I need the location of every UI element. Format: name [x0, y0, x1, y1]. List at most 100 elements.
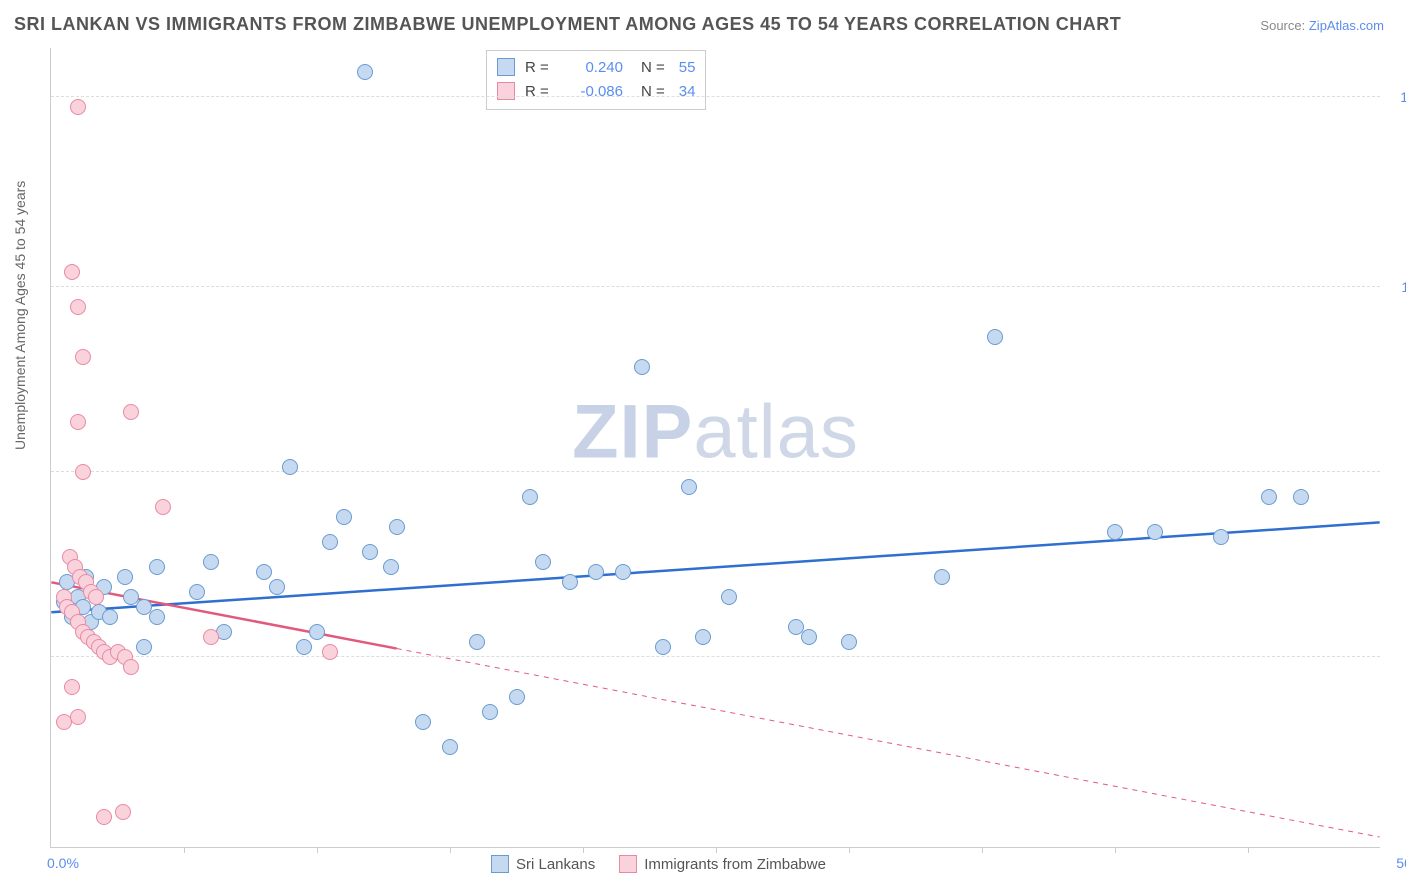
gridline [51, 471, 1380, 472]
data-point [96, 809, 112, 825]
data-point [1213, 529, 1229, 545]
data-point [117, 569, 133, 585]
data-point [155, 499, 171, 515]
series-legend-item: Sri Lankans [491, 855, 595, 873]
legend-row: R =-0.086N =34 [497, 79, 695, 103]
source-link[interactable]: ZipAtlas.com [1309, 18, 1384, 33]
data-point [70, 709, 86, 725]
data-point [149, 559, 165, 575]
x-tick-label: 50.0% [1396, 855, 1406, 871]
x-tick [716, 847, 717, 853]
data-point [442, 739, 458, 755]
data-point [615, 564, 631, 580]
watermark: ZIPatlas [572, 388, 859, 475]
gridline [51, 656, 1380, 657]
y-tick-label: 3.8% [1385, 649, 1406, 665]
data-point [123, 659, 139, 675]
chart-title: SRI LANKAN VS IMMIGRANTS FROM ZIMBABWE U… [14, 14, 1121, 35]
watermark-bold: ZIP [572, 389, 693, 474]
plot-area: ZIPatlas R =0.240N =55R =-0.086N =34 Sri… [50, 48, 1380, 848]
source-label: Source: [1260, 18, 1305, 33]
data-point [322, 534, 338, 550]
data-point [282, 459, 298, 475]
series-name: Sri Lankans [516, 856, 595, 873]
data-point [336, 509, 352, 525]
data-point [296, 639, 312, 655]
data-point [136, 639, 152, 655]
data-point [1293, 489, 1309, 505]
data-point [987, 329, 1003, 345]
legend-n-value: 55 [679, 59, 696, 76]
y-tick-label: 11.2% [1385, 279, 1406, 295]
data-point [1147, 524, 1163, 540]
data-point [634, 359, 650, 375]
legend-r-label: R = [525, 59, 553, 76]
data-point [115, 804, 131, 820]
data-point [203, 554, 219, 570]
y-tick-label: 15.0% [1385, 89, 1406, 105]
watermark-light: atlas [693, 389, 859, 474]
data-point [70, 414, 86, 430]
x-tick [1248, 847, 1249, 853]
trend-line [51, 522, 1379, 612]
trend-line-dashed [397, 649, 1380, 837]
x-tick [1115, 847, 1116, 853]
legend-n-label: N = [641, 59, 665, 76]
data-point [75, 349, 91, 365]
x-tick [583, 847, 584, 853]
data-point [70, 299, 86, 315]
data-point [681, 479, 697, 495]
data-point [64, 679, 80, 695]
data-point [88, 589, 104, 605]
data-point [269, 579, 285, 595]
x-tick [849, 847, 850, 853]
x-tick [982, 847, 983, 853]
data-point [841, 634, 857, 650]
data-point [1107, 524, 1123, 540]
x-tick [184, 847, 185, 853]
x-tick [317, 847, 318, 853]
trend-lines-layer [51, 48, 1380, 847]
data-point [383, 559, 399, 575]
data-point [562, 574, 578, 590]
series-name: Immigrants from Zimbabwe [644, 856, 826, 873]
legend-swatch [497, 82, 515, 100]
data-point [389, 519, 405, 535]
data-point [123, 404, 139, 420]
data-point [309, 624, 325, 640]
source-attribution: Source: ZipAtlas.com [1260, 18, 1384, 33]
data-point [357, 64, 373, 80]
data-point [75, 464, 91, 480]
series-legend: Sri Lankans Immigrants from Zimbabwe [491, 855, 826, 873]
legend-swatch [491, 855, 509, 873]
y-axis-label: Unemployment Among Ages 45 to 54 years [12, 181, 28, 450]
data-point [721, 589, 737, 605]
data-point [203, 629, 219, 645]
data-point [934, 569, 950, 585]
data-point [469, 634, 485, 650]
gridline [51, 286, 1380, 287]
data-point [801, 629, 817, 645]
data-point [522, 489, 538, 505]
data-point [588, 564, 604, 580]
data-point [362, 544, 378, 560]
data-point [149, 609, 165, 625]
legend-swatch [619, 855, 637, 873]
data-point [1261, 489, 1277, 505]
data-point [189, 584, 205, 600]
correlation-legend: R =0.240N =55R =-0.086N =34 [486, 50, 706, 110]
x-tick [450, 847, 451, 853]
data-point [70, 99, 86, 115]
data-point [256, 564, 272, 580]
series-legend-item: Immigrants from Zimbabwe [619, 855, 826, 873]
y-tick-label: 7.5% [1385, 464, 1406, 480]
x-tick-label: 0.0% [47, 855, 79, 871]
legend-swatch [497, 58, 515, 76]
data-point [102, 609, 118, 625]
legend-row: R =0.240N =55 [497, 55, 695, 79]
data-point [482, 704, 498, 720]
data-point [695, 629, 711, 645]
data-point [415, 714, 431, 730]
data-point [322, 644, 338, 660]
data-point [509, 689, 525, 705]
